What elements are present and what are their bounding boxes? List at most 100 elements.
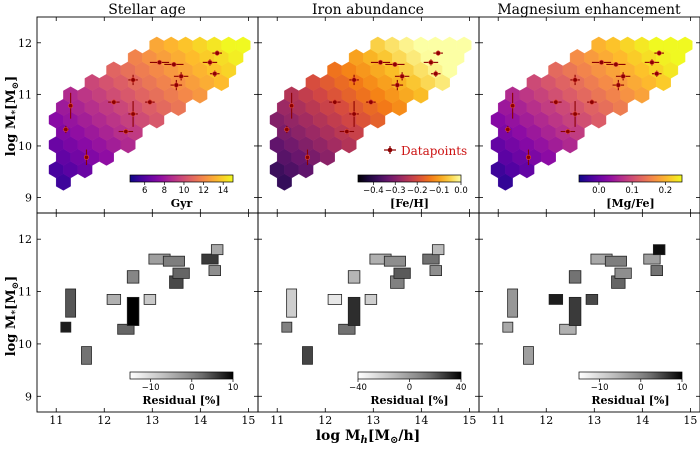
datapoint: [565, 129, 571, 135]
y-tick-label: 12: [18, 233, 32, 246]
datapoint: [613, 61, 619, 67]
svg-text:log M*[M⊙]: log M*[M⊙]: [4, 76, 21, 157]
datapoint: [428, 59, 434, 65]
residual-box: [364, 294, 378, 305]
datapoint: [525, 154, 531, 160]
y-tick-label: 10: [18, 338, 32, 351]
datapoint: [344, 129, 350, 135]
legend: Datapoints: [384, 144, 467, 158]
datapoint: [351, 77, 357, 83]
datapoint: [130, 111, 136, 117]
residual-box: [65, 288, 77, 318]
x-tick-label: 12: [318, 414, 332, 427]
colorbar-tick-label: 8: [162, 186, 167, 196]
colorbar-tick-label: −0.4: [363, 186, 384, 196]
legend-label: Datapoints: [401, 144, 467, 158]
residual-box: [431, 244, 445, 256]
residual-box: [652, 244, 666, 256]
colorbar-tick-label: 10: [179, 186, 190, 196]
colorbar-tick-label: 0: [189, 383, 194, 393]
residual-box: [126, 296, 140, 326]
datapoint: [620, 73, 626, 79]
residual-box: [548, 294, 564, 305]
residual-box: [172, 267, 190, 279]
datapoint: [435, 50, 441, 56]
colorbar: [129, 174, 234, 183]
residual-box: [559, 323, 577, 335]
x-tick-label: 11: [49, 414, 63, 427]
x-tick-label: 11: [491, 414, 505, 427]
datapoint: [654, 71, 660, 77]
datapoint: [304, 154, 310, 160]
residual-box: [383, 255, 406, 267]
residual-box: [106, 294, 122, 305]
y-tick-label: 11: [18, 88, 32, 101]
colorbar-tick-label: 0.0: [454, 186, 468, 196]
datapoint: [392, 61, 398, 67]
colorbar-tick-label: 0.2: [659, 186, 673, 196]
residual-box: [347, 270, 361, 284]
datapoint: [433, 71, 439, 77]
colorbar: [357, 371, 462, 380]
colorbar-tick-label: −0.3: [385, 186, 406, 196]
x-tick-label: 14: [635, 414, 649, 427]
residual-box: [422, 253, 440, 265]
x-tick-label: 13: [366, 414, 380, 427]
colorbar-label: [Fe/H]: [390, 197, 429, 210]
colorbar-tick-label: 40: [456, 383, 467, 393]
residual-box: [201, 253, 219, 265]
hex-cell: [456, 36, 472, 54]
ylabel-top: log M*[M⊙]: [4, 76, 21, 157]
residual-box: [327, 294, 343, 305]
xlabel: log Mh[M⊙/h]: [316, 428, 421, 445]
residual-box: [507, 288, 519, 318]
y-tick-label: 11: [18, 286, 32, 299]
datapoint: [157, 59, 163, 65]
residual-box: [347, 296, 361, 326]
datapoint: [63, 126, 69, 132]
datapoint: [284, 126, 290, 132]
datapoint: [289, 103, 295, 109]
residual-box: [568, 270, 582, 284]
x-tick-label: 13: [587, 414, 601, 427]
colorbar-tick-label: 6: [142, 186, 147, 196]
colorbar-tick-label: −40: [349, 383, 367, 393]
colorbar-tick-label: 10: [677, 383, 688, 393]
svg-text:log M*[M⊙]: log M*[M⊙]: [4, 276, 21, 357]
y-tick-label: 10: [18, 140, 32, 153]
x-tick-label: 15: [241, 414, 255, 427]
residual-box: [302, 346, 313, 365]
datapoint: [123, 129, 129, 135]
x-tick-label: 15: [462, 414, 476, 427]
hex-cell: [235, 36, 251, 54]
datapoint: [147, 99, 153, 105]
residual-box: [643, 253, 661, 265]
datapoint: [553, 99, 559, 105]
colorbar: [357, 174, 462, 183]
datapoint: [399, 73, 405, 79]
residual-box: [143, 294, 157, 305]
residual-box: [338, 323, 356, 335]
x-tick-label: 13: [145, 414, 159, 427]
datapoint: [394, 82, 400, 88]
ylabel-bottom: log M*[M⊙]: [4, 276, 21, 357]
colorbar-label: [Mg/Fe]: [606, 197, 655, 210]
datapoint: [378, 59, 384, 65]
panel-frame: [478, 212, 700, 413]
x-tick-label: 11: [270, 414, 284, 427]
colorbar-tick-label: 0.0: [592, 186, 606, 196]
datapoint: [332, 99, 338, 105]
colorbar: [578, 174, 683, 183]
datapoint: [212, 71, 218, 77]
residual-box: [585, 294, 599, 305]
colorbar-tick-label: −10: [591, 383, 609, 393]
datapoint: [589, 99, 595, 105]
title-stellar-age: Stellar age: [108, 2, 186, 18]
datapoint: [510, 103, 516, 109]
colorbar-tick-label: −10: [142, 383, 160, 393]
colorbar-tick-label: 0: [638, 383, 643, 393]
datapoint: [111, 99, 117, 105]
datapoint: [505, 126, 511, 132]
colorbar-label: Gyr: [171, 197, 193, 210]
